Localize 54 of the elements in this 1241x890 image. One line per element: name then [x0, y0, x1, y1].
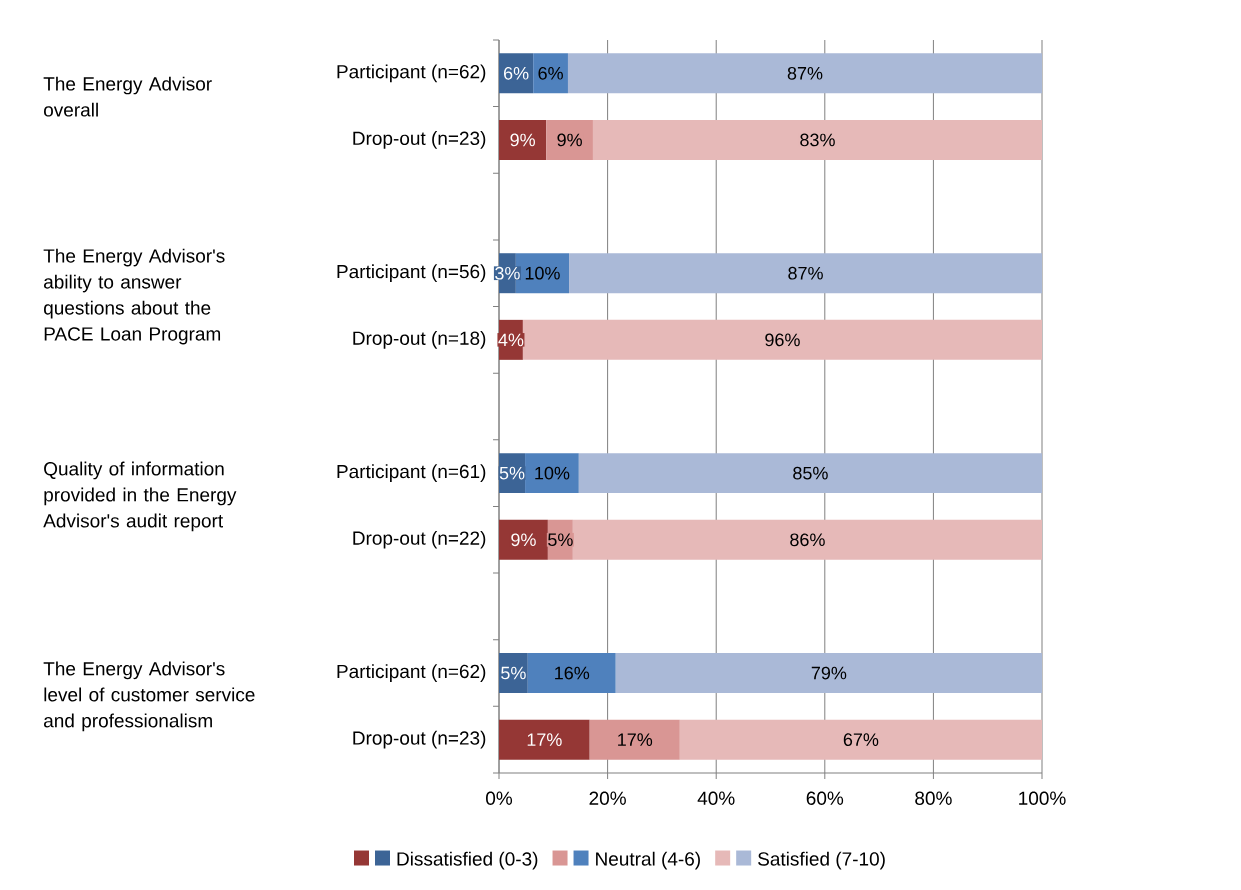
- data-label: 9%: [510, 133, 535, 147]
- data-label: 6%: [538, 66, 563, 80]
- text: The Energy Advisor's ability to answer questions about the PACE Loan Program: [43, 248, 225, 345]
- x-tick-label: 0%: [486, 791, 513, 805]
- data-label: 9%: [511, 533, 536, 547]
- y-tick-label: Drop-out (n=23): [353, 131, 486, 149]
- bar: [679, 719, 1042, 760]
- text: The Energy Advisor overall: [43, 76, 212, 117]
- bar: [567, 53, 1042, 94]
- bar: [499, 719, 590, 760]
- x-tick-label: 20%: [589, 791, 626, 805]
- data-label: 17%: [527, 733, 562, 746]
- bar: [569, 253, 1042, 294]
- data-label: 87%: [788, 266, 823, 280]
- data-label: 5%: [501, 666, 526, 680]
- y-tick-label: Participant (n=56): [337, 264, 486, 283]
- data-label: 79%: [811, 666, 847, 680]
- bar: [572, 519, 1042, 560]
- data-label: 87%: [787, 66, 823, 80]
- data-label: 86%: [790, 533, 825, 547]
- data-label: 67%: [843, 733, 879, 747]
- data-label: 6%: [504, 66, 529, 80]
- legend-label: Satisfied (7-10): [758, 851, 885, 870]
- x-tick-label: 60%: [806, 791, 844, 805]
- y-tick-label: Participant (n=62): [337, 64, 486, 83]
- bar: [589, 719, 680, 760]
- x-tick-label: 40%: [697, 791, 735, 805]
- data-label: 3%: [495, 266, 520, 280]
- data-label: 96%: [765, 333, 800, 347]
- y-tick-label: Drop-out (n=22): [353, 530, 486, 549]
- legend-label: Neutral (4-6): [596, 851, 700, 870]
- data-label: 17%: [618, 733, 653, 746]
- data-label: 9%: [557, 133, 582, 147]
- legend-label: Dissatisfied (0-3): [397, 851, 538, 870]
- y-tick-label: Participant (n=62): [337, 664, 486, 682]
- data-label: 5%: [548, 533, 573, 547]
- data-label: 16%: [555, 666, 590, 680]
- data-label: 10%: [535, 466, 570, 480]
- bar: [522, 319, 1042, 360]
- data-label: 10%: [525, 266, 560, 280]
- data-label: 5%: [499, 466, 525, 480]
- bar: [615, 653, 1042, 694]
- text: The Energy Advisor's level of customer service and professionalism: [43, 661, 255, 732]
- x-tick-label: 80%: [915, 791, 952, 805]
- y-tick-label: Drop-out (n=18): [353, 330, 486, 349]
- bar: [592, 119, 1042, 160]
- data-label: 83%: [800, 133, 835, 147]
- x-tick-label: 100%: [1019, 791, 1066, 805]
- text: Quality of information provided in the Energy Advisor's audit report: [43, 461, 237, 532]
- data-label: 4%: [498, 333, 524, 347]
- y-tick-label: Participant (n=61): [337, 464, 486, 482]
- y-tick-label: Drop-out (n=23): [353, 730, 486, 749]
- data-label: 85%: [793, 466, 828, 480]
- bar: [578, 453, 1042, 494]
